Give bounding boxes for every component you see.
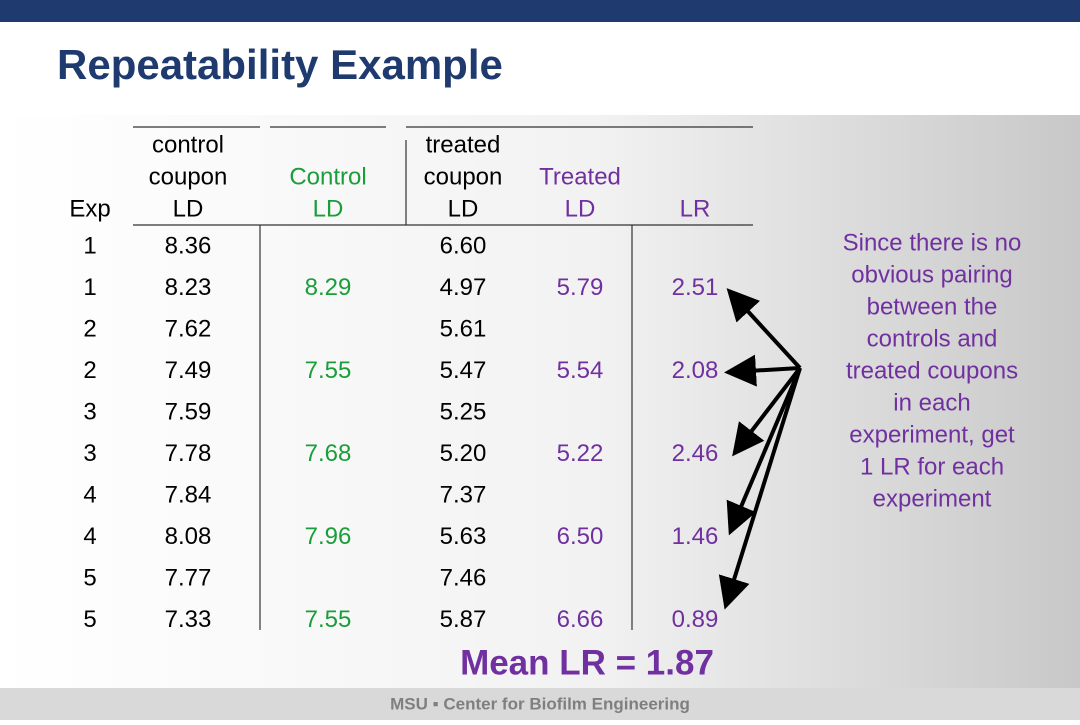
- table-cell: 4: [83, 523, 96, 550]
- table-cell: 7.46: [440, 564, 487, 591]
- table-cell: 5.47: [440, 357, 487, 384]
- table-cell: 7.96: [305, 523, 352, 550]
- table-cell: 7.33: [165, 606, 212, 633]
- header-cell: Control: [289, 163, 366, 190]
- note-line: Since there is no: [843, 229, 1022, 256]
- table-cell: 2.46: [672, 440, 719, 467]
- table-cell: 7.68: [305, 440, 352, 467]
- header-cell: Treated: [539, 163, 621, 190]
- header-cell: LD: [448, 195, 479, 222]
- table-cell: 3: [83, 398, 96, 425]
- table-cell: 8.36: [165, 232, 212, 259]
- note-line: between the: [867, 293, 998, 320]
- table-cell: 2.08: [672, 357, 719, 384]
- header-cell: coupon: [424, 163, 503, 190]
- table-cell: 5.63: [440, 523, 487, 550]
- note-line: experiment, get: [849, 421, 1015, 448]
- table-cell: 8.23: [165, 274, 212, 301]
- footer: MSU ▪ Center for Biofilm Engineering: [390, 694, 690, 713]
- note-line: controls and: [867, 325, 998, 352]
- title: Repeatability Example: [57, 41, 503, 88]
- table-cell: 5.22: [557, 440, 604, 467]
- header-cell: LR: [680, 195, 711, 222]
- table-cell: 0.89: [672, 606, 719, 633]
- arrows: [718, 288, 802, 610]
- table-cell: 2.51: [672, 274, 719, 301]
- table-cell: 4: [83, 481, 96, 508]
- title-band: [0, 22, 1080, 115]
- table-cell: 5.87: [440, 606, 487, 633]
- header-cell: LD: [173, 195, 204, 222]
- table-cell: 5.79: [557, 274, 604, 301]
- table-cell: 1: [83, 274, 96, 301]
- table-cell: 2: [83, 357, 96, 384]
- table-cell: 1.46: [672, 523, 719, 550]
- table-cell: 8.08: [165, 523, 212, 550]
- table-cell: 7.49: [165, 357, 212, 384]
- table-cell: 7.62: [165, 315, 212, 342]
- table-cell: 2: [83, 315, 96, 342]
- table-cell: 5: [83, 564, 96, 591]
- table-cell: 7.77: [165, 564, 212, 591]
- table-cell: 1: [83, 232, 96, 259]
- header-cell: control: [152, 131, 224, 158]
- header-cell: treated: [426, 131, 501, 158]
- top-bar: [0, 0, 1080, 22]
- table-cell: 6.66: [557, 606, 604, 633]
- note-line: experiment: [873, 485, 992, 512]
- table-cell: 6.50: [557, 523, 604, 550]
- table-cell: 4.97: [440, 274, 487, 301]
- table-cell: 6.60: [440, 232, 487, 259]
- header-cell: LD: [313, 195, 344, 222]
- table-cell: 8.29: [305, 274, 352, 301]
- table-cell: 5.61: [440, 315, 487, 342]
- table-cell: 5.25: [440, 398, 487, 425]
- note-line: 1 LR for each: [860, 453, 1004, 480]
- table-cell: 3: [83, 440, 96, 467]
- table-cell: 7.55: [305, 357, 352, 384]
- table-cell: 5.54: [557, 357, 604, 384]
- note-line: obvious pairing: [851, 261, 1012, 288]
- table-cell: 7.59: [165, 398, 212, 425]
- table-cell: 5: [83, 606, 96, 633]
- mean-lr: Mean LR = 1.87: [460, 643, 714, 682]
- table-cell: 7.84: [165, 481, 212, 508]
- table-cell: 7.78: [165, 440, 212, 467]
- table-rules: [133, 126, 753, 630]
- table-cell: 7.37: [440, 481, 487, 508]
- header-cell: LD: [565, 195, 596, 222]
- note-line: treated coupons: [846, 357, 1018, 384]
- header-cell: coupon: [149, 163, 228, 190]
- note-line: in each: [893, 389, 970, 416]
- header-cell: Exp: [69, 195, 110, 222]
- table-cell: 7.55: [305, 606, 352, 633]
- footer-band: [0, 688, 1080, 720]
- table-cell: 5.20: [440, 440, 487, 467]
